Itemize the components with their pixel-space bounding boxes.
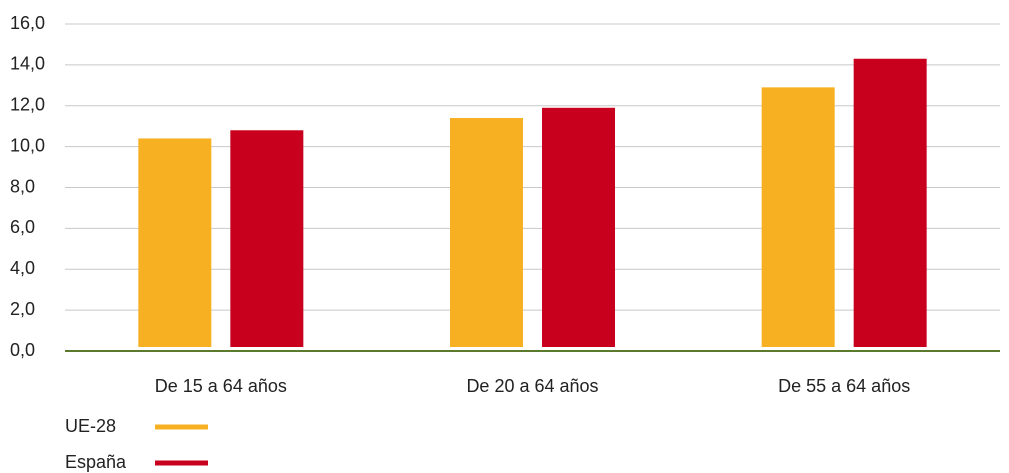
- x-tick-label: De 15 a 64 años: [155, 376, 287, 396]
- y-tick-label: 2,0: [10, 299, 35, 319]
- bar: [542, 107, 615, 347]
- bar: [761, 87, 835, 347]
- legend-label: España: [65, 452, 127, 472]
- y-tick-label: 16,0: [10, 13, 45, 33]
- bar: [853, 58, 927, 348]
- x-tick-label: De 20 a 64 años: [466, 376, 598, 396]
- y-tick-label: 6,0: [10, 217, 35, 237]
- legend-label: UE-28: [65, 416, 116, 436]
- y-tick-label: 14,0: [10, 54, 45, 74]
- y-tick-label: 10,0: [10, 135, 45, 155]
- x-tick-label: De 55 a 64 años: [778, 376, 910, 396]
- bar: [230, 130, 304, 347]
- y-tick-label: 12,0: [10, 95, 45, 115]
- y-tick-label: 0,0: [10, 340, 35, 360]
- y-tick-label: 4,0: [10, 258, 35, 278]
- y-tick-label: 8,0: [10, 176, 35, 196]
- bar: [450, 118, 523, 347]
- bar: [138, 138, 212, 347]
